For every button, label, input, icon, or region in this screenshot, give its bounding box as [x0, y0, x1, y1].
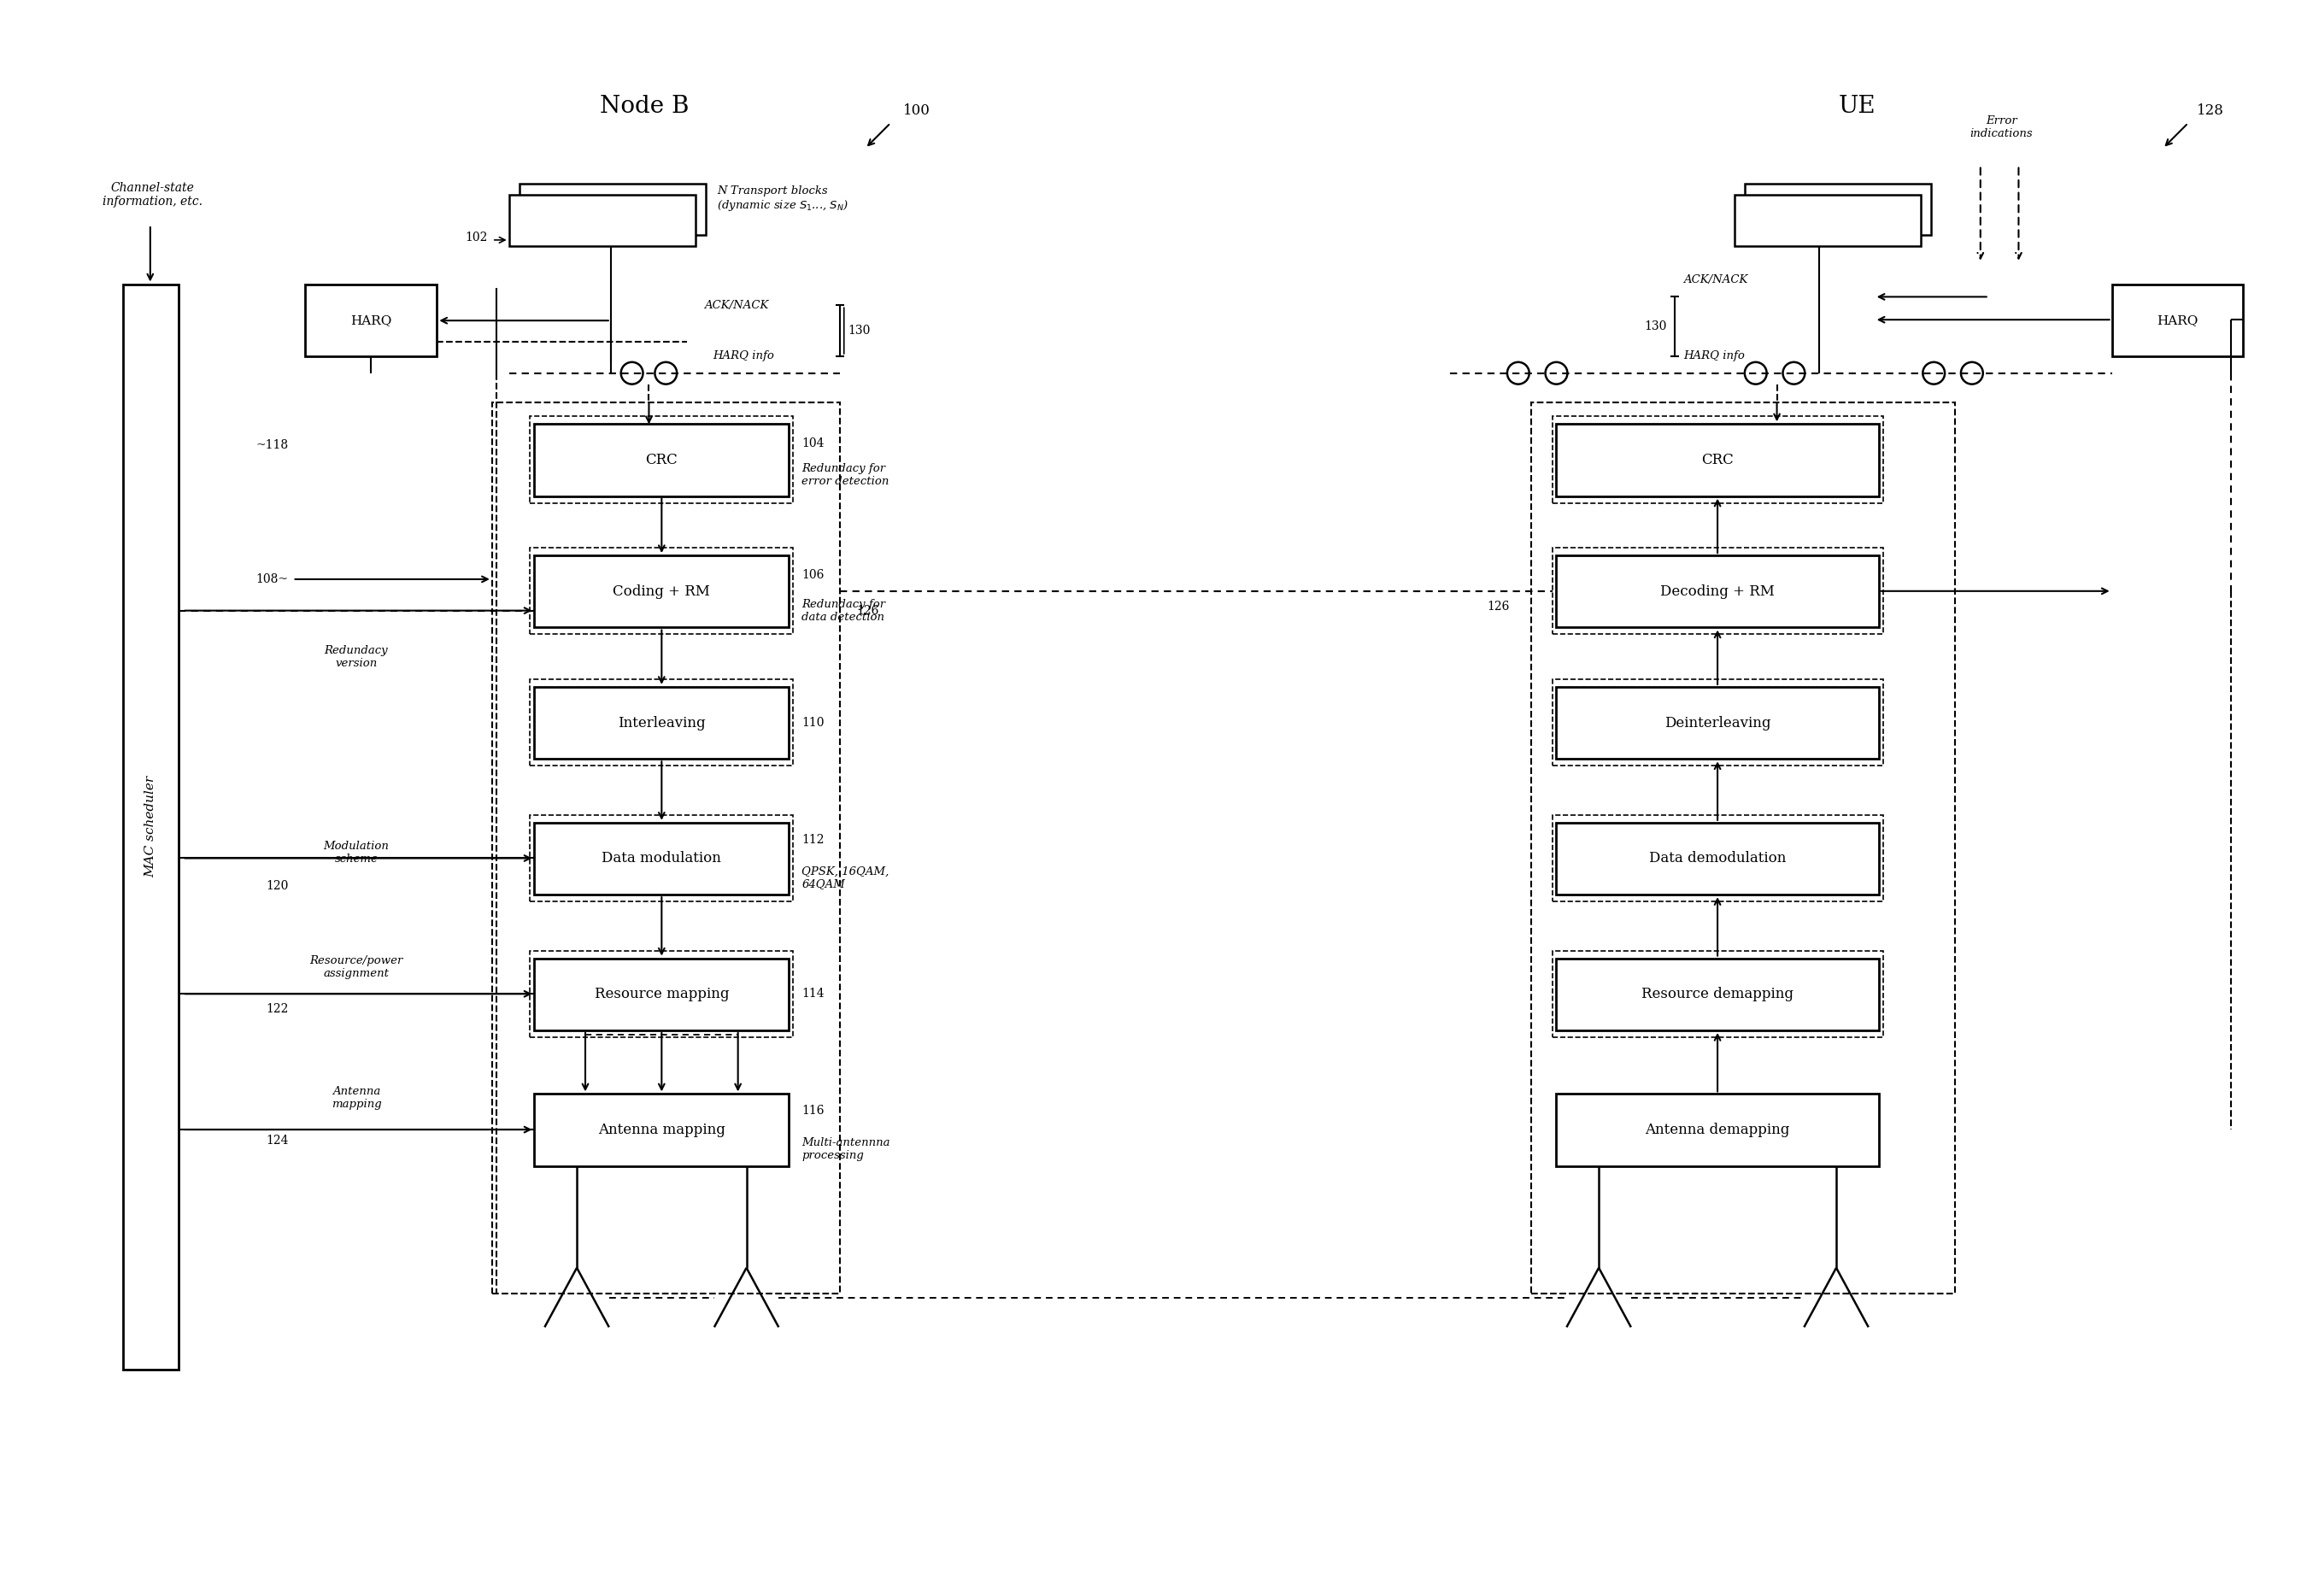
- Bar: [1557, 958, 1878, 1031]
- Text: CRC: CRC: [645, 453, 678, 468]
- Text: Deinterleaving: Deinterleaving: [1665, 715, 1772, 731]
- Text: Antenna demapping: Antenna demapping: [1645, 1122, 1790, 1138]
- Text: Resource/power
assignment: Resource/power assignment: [310, 954, 402, 978]
- Bar: [2112, 284, 2244, 356]
- Bar: [1557, 1093, 1878, 1167]
- Text: QPSK, 16QAM,
64QAM: QPSK, 16QAM, 64QAM: [803, 865, 888, 889]
- Text: HARQ info: HARQ info: [1684, 351, 1744, 362]
- Text: ACK/NACK: ACK/NACK: [1684, 275, 1749, 286]
- Text: 126: 126: [1487, 600, 1510, 613]
- Text: Channel-state
information, etc.: Channel-state information, etc.: [102, 182, 204, 207]
- Text: 104: 104: [803, 437, 823, 450]
- Bar: [534, 555, 789, 627]
- Bar: [534, 958, 789, 1031]
- Bar: [530, 680, 793, 766]
- Text: Antenna mapping: Antenna mapping: [599, 1122, 726, 1138]
- Text: ACK/NACK: ACK/NACK: [703, 300, 768, 311]
- Text: 124: 124: [266, 1135, 289, 1146]
- Text: Node B: Node B: [599, 94, 689, 118]
- Text: Decoding + RM: Decoding + RM: [1661, 584, 1774, 598]
- Text: 120: 120: [266, 881, 289, 892]
- Bar: [534, 425, 789, 496]
- Bar: [534, 1093, 789, 1167]
- Bar: [530, 547, 793, 634]
- Bar: [1557, 555, 1878, 627]
- Text: Redundacy for
error detection: Redundacy for error detection: [803, 463, 888, 487]
- Bar: [305, 284, 437, 356]
- Text: Redundacy
version: Redundacy version: [324, 645, 389, 669]
- Text: 112: 112: [803, 833, 823, 846]
- Text: ~118: ~118: [257, 439, 289, 452]
- Bar: [1531, 402, 1954, 1293]
- Text: MAC scheduler: MAC scheduler: [146, 776, 157, 878]
- Text: 100: 100: [904, 104, 930, 118]
- Bar: [530, 951, 793, 1037]
- Text: 106: 106: [803, 570, 823, 581]
- Bar: [1557, 425, 1878, 496]
- Text: 114: 114: [803, 988, 823, 999]
- Text: N Transport blocks
(dynamic size $S_1$..., $S_N$): N Transport blocks (dynamic size $S_1$..…: [717, 185, 849, 214]
- Bar: [1557, 822, 1878, 895]
- Bar: [518, 184, 705, 235]
- Text: Resource mapping: Resource mapping: [594, 986, 729, 1002]
- Bar: [509, 195, 696, 246]
- Bar: [530, 417, 793, 503]
- Text: Antenna
mapping: Antenna mapping: [331, 1087, 382, 1111]
- Bar: [1552, 951, 1883, 1037]
- Bar: [123, 284, 178, 1369]
- Bar: [1552, 547, 1883, 634]
- Text: Interleaving: Interleaving: [618, 715, 705, 731]
- Text: Resource demapping: Resource demapping: [1642, 986, 1793, 1002]
- Bar: [1557, 686, 1878, 760]
- Text: UE: UE: [1839, 94, 1876, 118]
- Text: Coding + RM: Coding + RM: [613, 584, 710, 598]
- Text: Multi-antennna
processing: Multi-antennna processing: [803, 1136, 891, 1160]
- Text: 130: 130: [1645, 321, 1668, 332]
- Bar: [493, 402, 840, 1293]
- Bar: [534, 822, 789, 895]
- Bar: [534, 686, 789, 760]
- Text: Redundacy for
data detection: Redundacy for data detection: [803, 598, 886, 622]
- Text: HARQ: HARQ: [2158, 314, 2197, 326]
- Text: 128: 128: [2197, 104, 2223, 118]
- Text: Data demodulation: Data demodulation: [1649, 851, 1786, 867]
- Text: 102: 102: [465, 231, 488, 244]
- Text: HARQ info: HARQ info: [712, 351, 775, 362]
- Text: Data modulation: Data modulation: [601, 851, 722, 867]
- Bar: [530, 816, 793, 902]
- Bar: [1744, 184, 1931, 235]
- Text: CRC: CRC: [1702, 453, 1735, 468]
- Text: 116: 116: [803, 1104, 823, 1117]
- Text: 130: 130: [849, 324, 870, 337]
- Text: HARQ: HARQ: [352, 314, 391, 326]
- Text: 126: 126: [856, 605, 879, 616]
- Text: 110: 110: [803, 717, 823, 728]
- Text: Error
indications: Error indications: [1971, 115, 2033, 139]
- Text: 108~: 108~: [257, 573, 289, 586]
- Bar: [1552, 417, 1883, 503]
- Text: Modulation
scheme: Modulation scheme: [324, 841, 389, 865]
- Bar: [1552, 680, 1883, 766]
- Bar: [1735, 195, 1922, 246]
- Bar: [1552, 816, 1883, 902]
- Text: 122: 122: [266, 1004, 289, 1015]
